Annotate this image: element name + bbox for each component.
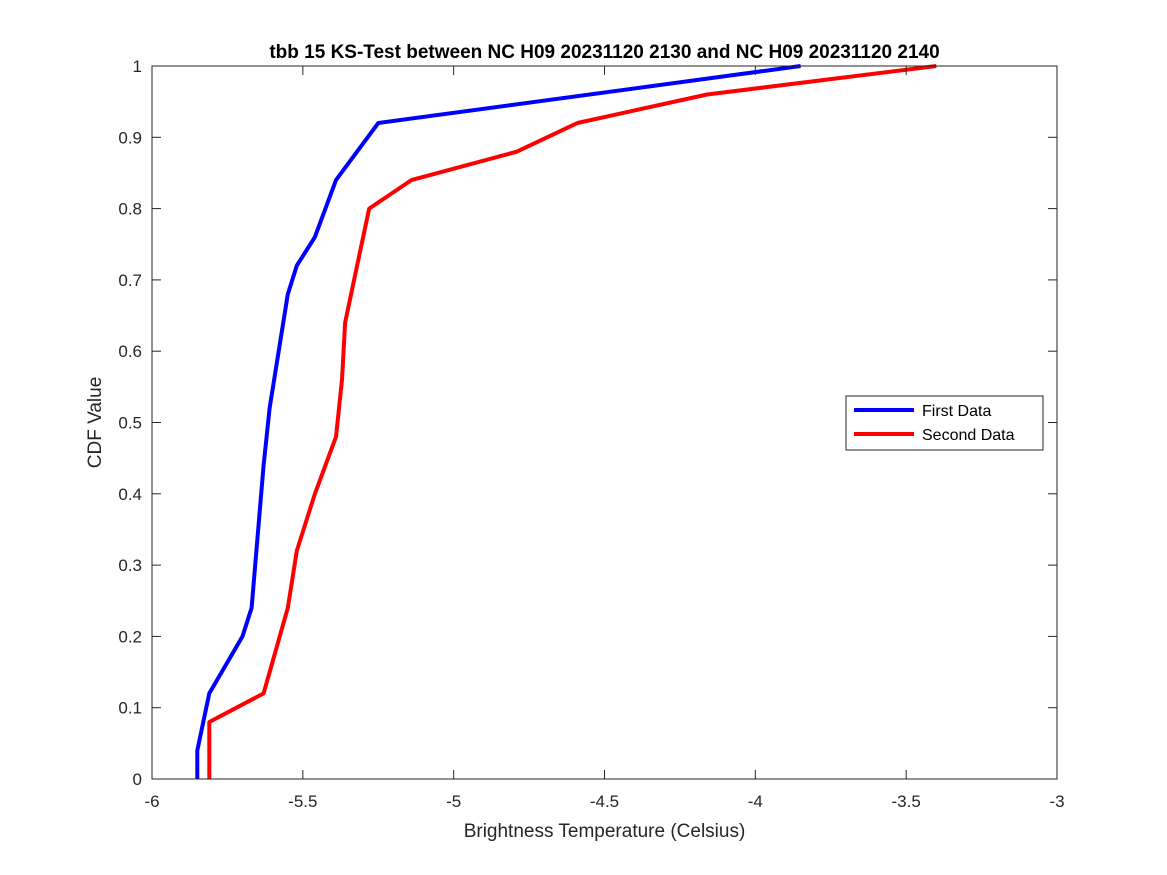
y-tick-label: 0 xyxy=(133,770,142,789)
y-tick-label: 0.3 xyxy=(118,556,142,575)
y-tick-label: 0.7 xyxy=(118,271,142,290)
series-line-first-data xyxy=(195,64,801,779)
series-layer xyxy=(195,64,937,779)
x-tick-label: -3 xyxy=(1049,792,1064,811)
legend-label-second-data: Second Data xyxy=(922,427,1015,444)
y-tick-label: 0.4 xyxy=(118,485,142,504)
y-tick-label: 0.2 xyxy=(118,627,142,646)
plot-frame xyxy=(151,65,1058,780)
x-tick-label: -4.5 xyxy=(590,792,619,811)
legend: First Data Second Data xyxy=(845,395,1044,451)
series-line-second-data xyxy=(207,64,937,779)
y-tick-label: 1 xyxy=(133,57,142,76)
y-tick-label: 0.6 xyxy=(118,342,142,361)
x-tick-label: -3.5 xyxy=(892,792,921,811)
legend-label-first-data: First Data xyxy=(922,403,991,420)
chart-title: tbb 15 KS-Test between NC H09 20231120 2… xyxy=(269,42,939,63)
legend-box xyxy=(845,395,1044,451)
y-tick-label: 0.5 xyxy=(118,414,142,433)
y-tick-label: 0.1 xyxy=(118,699,142,718)
y-tick-label: 0.8 xyxy=(118,200,142,219)
y-axis-title: CDF Value xyxy=(85,377,106,469)
ticks-layer: -6 -5.5 -5 -4.5 -4 -3.5 -3 0 0.1 0.2 0.3 0.4 0.5 0.6 0… xyxy=(118,57,1064,811)
x-tick-label: -5.5 xyxy=(288,792,317,811)
x-tick-label: -4 xyxy=(748,792,763,811)
y-tick-label: 0.9 xyxy=(118,128,142,147)
x-tick-label: -6 xyxy=(144,792,159,811)
x-tick-label: -5 xyxy=(446,792,461,811)
x-axis-title: Brightness Temperature (Celsius) xyxy=(464,821,746,842)
